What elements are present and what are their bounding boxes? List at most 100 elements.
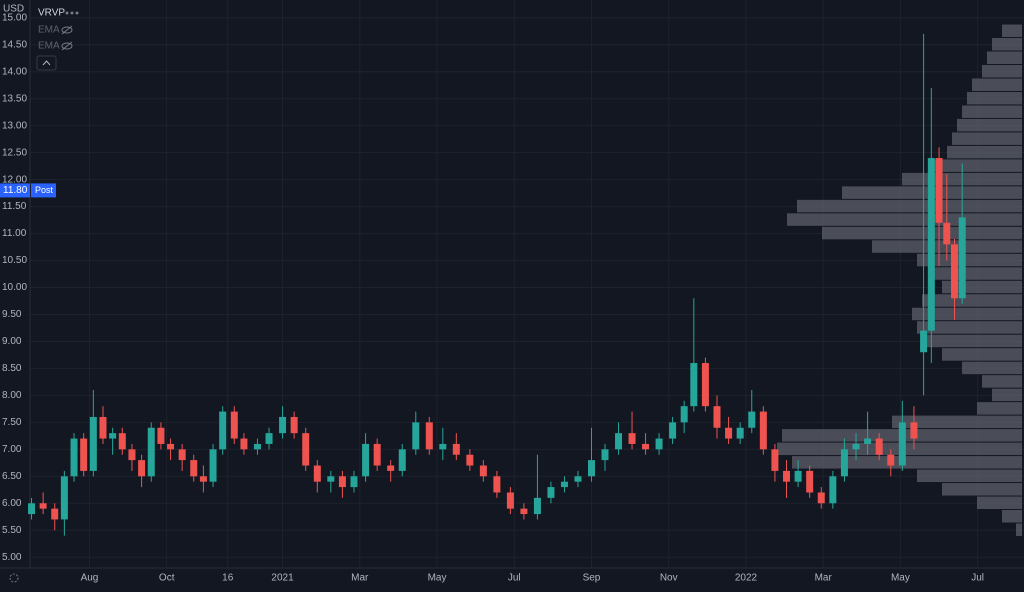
- candle-body: [628, 433, 636, 444]
- candle-body: [313, 465, 321, 482]
- y-tick-label: 14.00: [2, 66, 27, 77]
- candle-body: [864, 438, 872, 444]
- candle-body: [362, 443, 370, 477]
- candle-body: [190, 460, 198, 477]
- x-tick-label: Sep: [583, 573, 601, 584]
- y-tick-label: 5.50: [2, 525, 22, 536]
- candle-body: [265, 433, 273, 444]
- candle-body: [138, 460, 146, 477]
- candle-body: [898, 422, 906, 466]
- candle-body: [118, 433, 126, 450]
- candle-body: [829, 476, 837, 504]
- candle-body: [920, 330, 928, 353]
- y-tick-label: 11.00: [2, 228, 27, 239]
- candle-body: [89, 416, 97, 471]
- indicator-label[interactable]: VRVP: [38, 8, 65, 19]
- candle-body: [958, 217, 966, 299]
- volume-profile-bar: [822, 226, 1022, 240]
- x-tick-label: Aug: [81, 573, 99, 584]
- indicator-label[interactable]: EMA: [38, 41, 60, 52]
- y-tick-label: 6.50: [2, 471, 22, 482]
- candle-body: [157, 427, 165, 444]
- candle-body: [615, 433, 623, 450]
- volume-profile-bar: [982, 375, 1022, 388]
- candle-body: [701, 363, 709, 407]
- candle-body: [439, 443, 447, 450]
- candle-body: [253, 443, 261, 450]
- candle-body: [373, 443, 381, 466]
- candle-body: [506, 492, 514, 509]
- hidden-icon[interactable]: [61, 41, 73, 51]
- candle-body: [736, 427, 744, 439]
- volume-profile-bar: [922, 294, 1022, 307]
- y-tick-label: 14.50: [2, 39, 27, 50]
- volume-profile-bar: [977, 496, 1022, 510]
- candle-body: [794, 470, 802, 482]
- y-tick-label: 9.00: [2, 336, 22, 347]
- candle-body: [466, 454, 474, 466]
- hidden-icon[interactable]: [61, 25, 73, 35]
- candle-body: [547, 487, 555, 498]
- candle-body: [338, 476, 346, 488]
- y-tick-label: 7.00: [2, 444, 22, 455]
- candle-body: [219, 411, 227, 450]
- volume-profile-bar: [942, 348, 1022, 361]
- x-tick-label: Mar: [815, 573, 833, 584]
- candle-body: [574, 476, 582, 482]
- currency-label[interactable]: USD: [3, 4, 24, 15]
- candle-body: [771, 449, 779, 471]
- volume-profile-bar: [932, 267, 1022, 280]
- y-tick-label: 8.50: [2, 363, 22, 374]
- candle-body: [230, 411, 238, 439]
- candle-body: [748, 411, 756, 428]
- indicator-label[interactable]: EMA: [38, 25, 60, 36]
- volume-profile-bar: [792, 456, 1022, 469]
- candle-body: [128, 449, 136, 461]
- collapse-icon: [42, 60, 51, 66]
- more-icon[interactable]: [65, 11, 79, 15]
- candle-body: [147, 427, 155, 477]
- candle-body: [875, 438, 883, 455]
- y-tick-label: 13.00: [2, 120, 27, 131]
- volume-profile-bar: [892, 415, 1022, 429]
- candle-body: [493, 476, 501, 493]
- volume-profile-bar: [932, 159, 1022, 172]
- candle-body: [199, 476, 207, 482]
- x-tick-label: Mar: [351, 573, 369, 584]
- candle-body: [178, 449, 186, 461]
- y-tick-label: 12.50: [2, 147, 27, 158]
- x-tick-label: Nov: [660, 573, 678, 584]
- candle-body: [533, 497, 541, 515]
- volume-profile-bar: [947, 145, 1022, 159]
- candle-body: [350, 476, 358, 488]
- candle-body: [327, 476, 335, 482]
- candle-body: [713, 406, 721, 428]
- y-tick-label: 5.00: [2, 552, 22, 563]
- y-tick-label: 8.00: [2, 390, 22, 401]
- session-label: Post: [35, 185, 54, 195]
- y-tick-label: 11.50: [2, 201, 27, 212]
- candle-body: [560, 481, 568, 488]
- x-tick-label: 2022: [735, 573, 758, 584]
- candle-body: [209, 449, 217, 482]
- volume-profile-bar: [917, 253, 1022, 267]
- volume-profile-bar: [992, 388, 1022, 402]
- x-tick-label: May: [891, 573, 910, 584]
- volume-profile-bar: [917, 321, 1022, 334]
- volume-profile-bar: [992, 38, 1022, 51]
- candle-body: [759, 411, 767, 450]
- volume-profile-bar: [922, 334, 1022, 348]
- session-badge: [31, 183, 56, 198]
- collapse-button[interactable]: [36, 55, 57, 71]
- candle-body: [655, 438, 663, 450]
- price-badge: [0, 183, 30, 198]
- x-tick-label: 2021: [271, 573, 294, 584]
- volume-profile-bar: [962, 361, 1022, 375]
- candle-body: [452, 443, 460, 455]
- candle-body: [943, 222, 951, 245]
- y-tick-label: 13.50: [2, 93, 27, 104]
- x-tick-label: 16: [222, 573, 234, 584]
- candle-body: [99, 416, 107, 439]
- settings-icon[interactable]: [9, 573, 19, 583]
- candle-body: [935, 158, 943, 223]
